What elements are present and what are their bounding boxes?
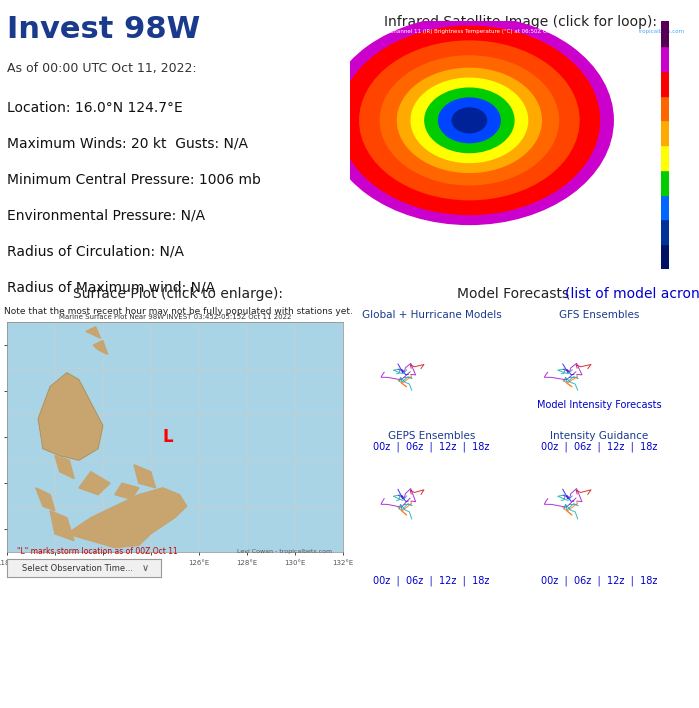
- Title: Marine Surface Plot Near 98W INVEST 03:45Z-05:15Z Oct 11 2022: Marine Surface Plot Near 98W INVEST 03:4…: [59, 314, 291, 320]
- Text: Radius of Maximum wind: N/A: Radius of Maximum wind: N/A: [7, 280, 215, 295]
- Text: Minimum Central Pressure: 1006 mb: Minimum Central Pressure: 1006 mb: [7, 173, 261, 187]
- Text: Himawari-8 Channel 11 (IR) Brightness Temperature (°C) at 06:50Z Oct 11, 2022: Himawari-8 Channel 11 (IR) Brightness Te…: [356, 28, 579, 34]
- Text: 00z  |  06z  |  12z  |  18z: 00z | 06z | 12z | 18z: [541, 576, 658, 586]
- Circle shape: [380, 56, 559, 185]
- Text: Location: 16.0°N 124.7°E: Location: 16.0°N 124.7°E: [7, 101, 182, 115]
- Text: "L" marks storm location as of 00Z Oct 11: "L" marks storm location as of 00Z Oct 1…: [17, 547, 178, 556]
- Text: tropicalbets.com: tropicalbets.com: [639, 28, 685, 34]
- Text: L: L: [162, 428, 173, 446]
- Bar: [661, 96, 669, 120]
- Circle shape: [452, 108, 487, 133]
- Bar: [661, 170, 669, 195]
- Circle shape: [360, 41, 579, 200]
- Text: GFS Ensembles: GFS Ensembles: [559, 310, 640, 321]
- Text: Model Forecasts: Model Forecasts: [457, 287, 574, 301]
- Text: Surface Plot (click to enlarge):: Surface Plot (click to enlarge):: [73, 287, 283, 301]
- Circle shape: [339, 26, 600, 215]
- Polygon shape: [93, 341, 108, 354]
- Circle shape: [398, 69, 541, 173]
- Polygon shape: [55, 456, 74, 479]
- Text: 00z  |  06z  |  12z  |  18z: 00z | 06z | 12z | 18z: [373, 576, 490, 586]
- Bar: [661, 244, 669, 269]
- Polygon shape: [79, 472, 110, 495]
- Bar: [661, 46, 669, 71]
- Text: Global + Hurricane Models: Global + Hurricane Models: [362, 310, 501, 321]
- Bar: [661, 195, 669, 219]
- Text: As of 00:00 UTC Oct 11, 2022:: As of 00:00 UTC Oct 11, 2022:: [7, 62, 196, 75]
- Polygon shape: [134, 464, 156, 488]
- Circle shape: [438, 98, 500, 143]
- Circle shape: [326, 16, 613, 224]
- Polygon shape: [91, 525, 115, 545]
- Text: Radius of Circulation: N/A: Radius of Circulation: N/A: [7, 244, 184, 258]
- Polygon shape: [38, 372, 103, 460]
- Text: 00z  |  06z  |  12z  |  18z: 00z | 06z | 12z | 18z: [541, 441, 658, 452]
- Polygon shape: [86, 326, 101, 338]
- Text: Maximum Winds: 20 kt  Gusts: N/A: Maximum Winds: 20 kt Gusts: N/A: [7, 137, 248, 151]
- Text: GEPS Ensembles: GEPS Ensembles: [388, 430, 475, 441]
- Text: Infrared Satellite Image (click for loop):: Infrared Satellite Image (click for loop…: [384, 16, 657, 29]
- Text: Note that the most recent hour may not be fully populated with stations yet.: Note that the most recent hour may not b…: [3, 307, 353, 316]
- Bar: [661, 219, 669, 244]
- Bar: [661, 21, 669, 46]
- Text: Environmental Pressure: N/A: Environmental Pressure: N/A: [7, 209, 205, 222]
- Polygon shape: [36, 488, 55, 511]
- Polygon shape: [115, 483, 139, 499]
- Circle shape: [411, 78, 528, 163]
- Polygon shape: [67, 488, 187, 548]
- Text: Intensity Guidance: Intensity Guidance: [550, 430, 649, 441]
- Text: Select Observation Time...: Select Observation Time...: [22, 564, 134, 573]
- Text: Model Intensity Forecasts: Model Intensity Forecasts: [537, 400, 662, 410]
- Bar: [661, 71, 669, 96]
- Circle shape: [425, 88, 514, 153]
- Text: ∨: ∨: [141, 563, 148, 573]
- Text: (list of model acronyms): (list of model acronyms): [565, 287, 699, 301]
- Text: Levi Cowan - tropicalbets.com: Levi Cowan - tropicalbets.com: [238, 549, 333, 554]
- Text: 00z  |  06z  |  12z  |  18z: 00z | 06z | 12z | 18z: [373, 441, 490, 452]
- Text: Invest 98W: Invest 98W: [7, 16, 200, 45]
- Bar: [661, 145, 669, 170]
- Polygon shape: [50, 511, 74, 541]
- Bar: [661, 120, 669, 145]
